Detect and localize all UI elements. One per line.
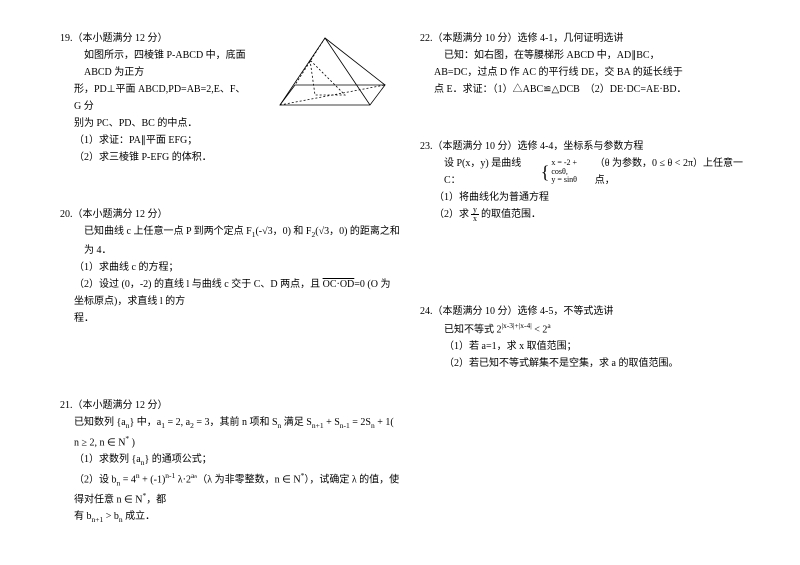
subscript: n+1 xyxy=(92,515,104,524)
text: 已知不等式 2 xyxy=(444,324,502,335)
problem-line: （2）求 y x 的取值范围． xyxy=(434,206,760,223)
problem-number: 24. xyxy=(420,303,433,320)
problem-line: 如图所示，四棱锥 P-ABCD 中，底面 ABCD 为正方 xyxy=(84,47,250,81)
problem-line: 已知数列 {an} 中，a1 = 2, a2 = 3，其前 n 项和 Sn 满足… xyxy=(74,414,400,451)
text: = 2, a xyxy=(165,417,190,428)
left-column: 19. （本小题满分 12 分） 如图所示，四棱锥 P-ABCD 中，底面 AB… xyxy=(60,30,420,545)
problem-line: 有 bn+1 > bn 成立． xyxy=(74,508,400,527)
text: ，都 xyxy=(146,494,166,505)
problem-line: （2）设过 (0，-2) 的直线 l 与曲线 c 交于 C、D 两点，且 OC·… xyxy=(74,276,400,310)
problem-line: （2）设 bn = 4n + (-1)n-1 λ·2aₙ（λ 为非零整数，n ∈… xyxy=(74,470,400,508)
problem-line: 形，PD⊥平面 ABCD,PD=AB=2,E、F、G 分 xyxy=(74,81,250,115)
text: 的取值范围． xyxy=(481,206,541,223)
text: 设 P(x，y) 是曲线 C： xyxy=(444,155,539,189)
problem-19-text: 19. （本小题满分 12 分） 如图所示，四棱锥 P-ABCD 中，底面 AB… xyxy=(60,30,250,166)
text: （2）设 b xyxy=(74,474,117,485)
problem-19: 19. （本小题满分 12 分） 如图所示，四棱锥 P-ABCD 中，底面 AB… xyxy=(60,30,400,166)
text: 成立． xyxy=(123,511,156,522)
problem-21: 21. （本小题满分 12 分） 已知数列 {an} 中，a1 = 2, a2 … xyxy=(60,397,400,527)
problem-line: 已知：如右图，在等腰梯形 ABCD 中，AD∥BC， xyxy=(444,47,760,64)
problem-number: 19. xyxy=(60,30,73,47)
text: （θ 为参数，0 ≤ θ < 2π）上任意一点， xyxy=(595,155,760,189)
problem-20: 20. （本小题满分 12 分） 已知曲线 c 上任意一点 P 到两个定点 F1… xyxy=(60,206,400,327)
problem-line: （1）若 a=1，求 x 取值范围； xyxy=(444,338,760,355)
problem-line: 已知不等式 2|x-3|+|x-4| < 2a xyxy=(444,320,760,338)
text: 已知数列 {a xyxy=(74,417,126,428)
text: （2）求 xyxy=(434,206,469,223)
pyramid-icon xyxy=(250,30,400,120)
text: 有 b xyxy=(74,511,92,522)
brace-icon: { xyxy=(541,157,550,188)
problem-line: 点 E．求证：（1）△ABC≌△DCB （2）DE·DC=AE·BD． xyxy=(434,81,760,98)
superscript: n-1 xyxy=(165,471,175,480)
text: ) xyxy=(129,437,135,448)
problem-title: （本小题满分 12 分） xyxy=(73,397,168,414)
problem-title: （本小题满分 12 分） xyxy=(73,206,168,223)
subscript: n-1 xyxy=(340,421,350,430)
problem-23: 23. （本题满分 10 分）选修 4-4，坐标系与参数方程 设 P(x，y) … xyxy=(420,138,760,223)
text: + (-1) xyxy=(140,474,166,485)
text: } 的通项公式； xyxy=(145,454,212,465)
problem-line: （2）求三棱锥 P-EFG 的体积． xyxy=(74,149,250,166)
text: 已知曲线 c 上任意一点 P 到两个定点 F xyxy=(84,226,252,237)
problem-number: 21. xyxy=(60,397,73,414)
problem-line: （1）求曲线 c 的方程； xyxy=(74,259,400,276)
denominator: x xyxy=(471,215,479,223)
problem-title: （本题满分 10 分）选修 4-1，几何证明选讲 xyxy=(433,30,624,47)
pyramid-figure xyxy=(250,30,400,120)
right-column: 22. （本题满分 10 分）选修 4-1，几何证明选讲 已知：如右图，在等腰梯… xyxy=(420,30,780,545)
piecewise: x = -2 + cosθ, y = sinθ xyxy=(551,159,594,185)
text: > b xyxy=(103,511,119,522)
problem-line: （1）求数列 {an} 的通项公式； xyxy=(74,451,400,470)
problem-22: 22. （本题满分 10 分）选修 4-1，几何证明选讲 已知：如右图，在等腰梯… xyxy=(420,30,760,98)
problem-number: 20. xyxy=(60,206,73,223)
superscript: |x-3|+|x-4| xyxy=(502,321,532,330)
problem-line: AB=DC，过点 D 作 AC 的平行线 DE，交 BA 的延长线于 xyxy=(434,64,760,81)
problem-line: （1）将曲线化为普通方程 xyxy=(434,189,760,206)
problem-number: 23. xyxy=(420,138,433,155)
text: （1）求数列 {a xyxy=(74,454,141,465)
superscript: a xyxy=(547,321,550,330)
problem-title: （本题满分 10 分）选修 4-4，坐标系与参数方程 xyxy=(433,138,644,155)
text: λ·2 xyxy=(175,474,191,485)
vector-text: OC·OD xyxy=(323,279,355,290)
subscript: n+1 xyxy=(312,421,324,430)
problem-title: （本小题满分 12 分） xyxy=(73,30,168,47)
problem-line: 设 P(x，y) 是曲线 C： { x = -2 + cosθ, y = sin… xyxy=(444,155,760,189)
text: （2）设过 (0，-2) 的直线 l 与曲线 c 交于 C、D 两点，且 xyxy=(74,279,323,290)
text: (-√3，0) 和 F xyxy=(255,226,311,237)
problem-line: （2）若已知不等式解集不是空集，求 a 的取值范围。 xyxy=(444,355,760,372)
text: y = sinθ xyxy=(551,176,594,185)
text: （λ 为非零整数，n ∈ N xyxy=(197,474,300,485)
text: = 3，其前 n 项和 S xyxy=(194,417,278,428)
text: + S xyxy=(324,417,340,428)
problem-line: （1）求证：PA∥平面 EFG； xyxy=(74,132,250,149)
problem-line: 程． xyxy=(74,310,400,327)
fraction: y x xyxy=(471,206,479,223)
text: x = -2 + cosθ, xyxy=(551,159,594,177)
problem-line: 已知曲线 c 上任意一点 P 到两个定点 F1(-√3，0) 和 F2(√3，0… xyxy=(84,223,400,259)
problem-24: 24. （本题满分 10 分）选修 4-5，不等式选讲 已知不等式 2|x-3|… xyxy=(420,303,760,372)
text: = 4 xyxy=(120,474,136,485)
text: } 中，a xyxy=(130,417,162,428)
problem-19-row: 19. （本小题满分 12 分） 如图所示，四棱锥 P-ABCD 中，底面 AB… xyxy=(60,30,400,166)
text: < 2 xyxy=(532,324,548,335)
text: 满足 S xyxy=(281,417,312,428)
problem-line: 别为 PC、PD、BC 的中点． xyxy=(74,115,250,132)
text: = 2S xyxy=(350,417,371,428)
problem-number: 22. xyxy=(420,30,433,47)
problem-title: （本题满分 10 分）选修 4-5，不等式选讲 xyxy=(433,303,614,320)
